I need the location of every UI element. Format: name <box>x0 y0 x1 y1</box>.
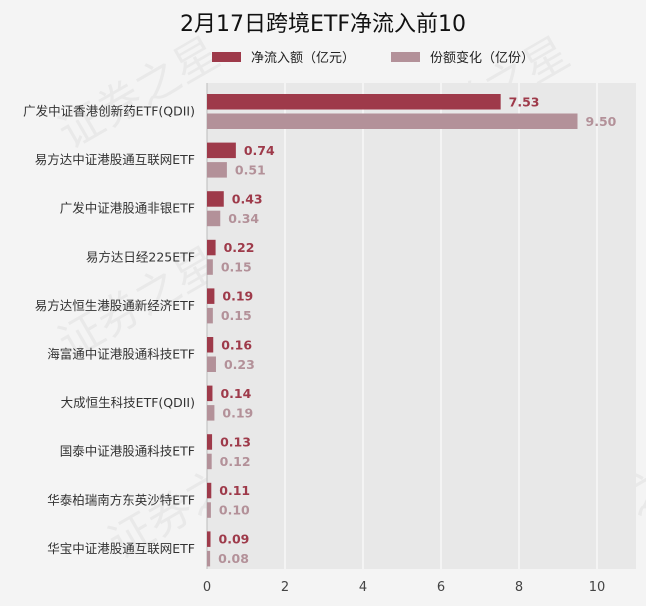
bar-share-change <box>207 307 213 324</box>
bar-share-change <box>207 405 215 421</box>
bar-share-change <box>207 453 212 470</box>
data-label: 0.51 <box>235 162 266 177</box>
bar-share-change <box>207 550 211 567</box>
category-labels: 广发中证香港创新药ETF(QDII) 易方达中证港股通互联网ETF 广发中证港股通非… <box>23 104 195 556</box>
bar-share-change <box>207 113 578 129</box>
bar-inflow <box>207 288 215 304</box>
category-label: 大成恒生科技ETF(QDII) <box>61 395 195 410</box>
data-label: 0.43 <box>232 191 263 206</box>
bar-inflow <box>207 191 224 207</box>
bar-inflow <box>207 531 211 547</box>
data-label: 0.15 <box>221 308 252 323</box>
x-tick-label: 6 <box>437 580 445 595</box>
bar-inflow <box>207 385 213 402</box>
category-label: 易方达中证港股通互联网ETF <box>35 152 195 167</box>
bar-share-change <box>207 162 227 178</box>
data-label: 0.09 <box>219 532 250 547</box>
bar-share-change <box>207 356 216 372</box>
bar-inflow <box>207 434 213 450</box>
data-label: 0.13 <box>220 434 251 449</box>
category-label: 海富通中证港股通科技ETF <box>47 347 195 362</box>
x-tick-label: 2 <box>281 580 289 595</box>
bar-inflow <box>207 142 236 159</box>
legend-swatch <box>391 52 420 62</box>
legend: 净流入额（亿元） 份额变化（亿份） <box>212 50 534 66</box>
data-label: 0.19 <box>222 289 253 304</box>
data-label: 9.50 <box>586 114 617 129</box>
x-tick-label: 10 <box>589 580 606 595</box>
data-label: 0.74 <box>244 143 275 158</box>
legend-label: 净流入额（亿元） <box>251 51 355 66</box>
legend-label: 份额变化（亿份） <box>430 50 534 66</box>
bar-inflow <box>207 337 214 353</box>
bar-inflow <box>207 94 501 110</box>
bar-inflow <box>207 239 216 256</box>
legend-swatch <box>212 52 241 62</box>
category-label: 广发中证港股通非银ETF <box>60 201 195 216</box>
data-label: 0.34 <box>228 211 259 226</box>
data-label: 0.23 <box>224 357 255 372</box>
data-label: 7.53 <box>509 94 540 109</box>
plot-area <box>207 83 636 569</box>
category-label: 华泰柏瑞南方东英沙特ETF <box>47 492 195 507</box>
category-label: 国泰中证港股通科技ETF <box>60 444 195 459</box>
category-label: 广发中证香港创新药ETF(QDII) <box>23 104 195 119</box>
x-tick-label: 8 <box>515 580 523 595</box>
data-label: 0.22 <box>224 240 255 255</box>
x-tick-label: 4 <box>359 580 367 595</box>
category-label: 易方达日经225ETF <box>86 249 195 264</box>
data-label: 0.16 <box>221 337 252 352</box>
bar-share-change <box>207 502 211 518</box>
watermark-text: 证券之星 <box>50 27 228 159</box>
data-label: 0.11 <box>219 483 250 498</box>
bar-share-change <box>207 259 213 275</box>
x-tick-label: 0 <box>203 580 211 595</box>
chart-title: 2月17日跨境ETF净流入前10 <box>180 12 466 37</box>
category-label: 易方达恒生港股通新经济ETF <box>35 298 195 313</box>
bars: 7.53 9.50 0.74 0.51 0.43 0.34 0.22 0.15 0.19 0.15… <box>207 94 617 567</box>
data-label: 0.08 <box>218 551 249 566</box>
data-label: 0.15 <box>221 260 252 275</box>
bar-inflow <box>207 482 212 499</box>
data-label: 0.19 <box>222 405 253 420</box>
data-label: 0.12 <box>220 454 251 469</box>
bar-share-change <box>207 210 221 227</box>
data-label: 0.14 <box>220 386 251 401</box>
data-label: 0.10 <box>219 503 250 518</box>
x-ticks: 0 2 4 6 8 10 <box>203 580 605 595</box>
category-label: 华宝中证港股通互联网ETF <box>47 541 195 556</box>
